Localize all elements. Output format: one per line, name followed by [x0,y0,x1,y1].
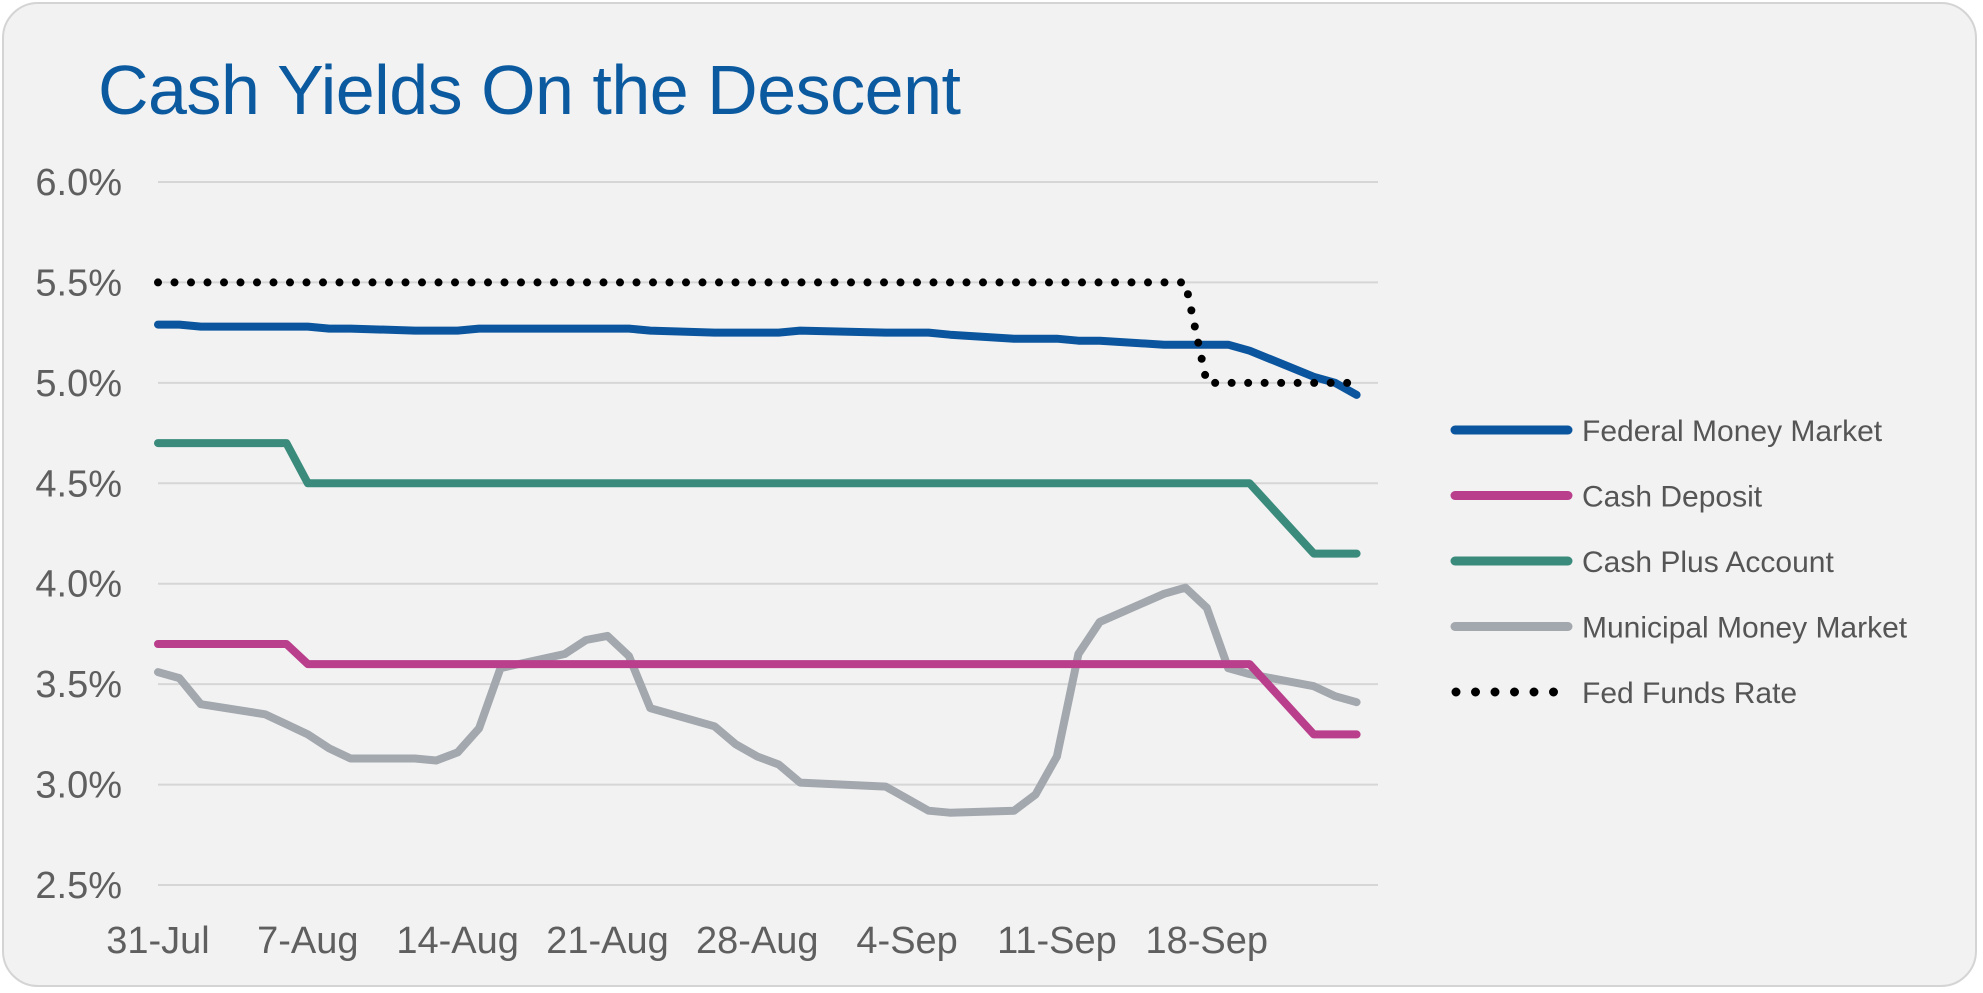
series-lines [154,278,1361,817]
x-tick-label: 18-Sep [1145,920,1268,962]
x-tick-label: 14-Aug [396,920,519,962]
legend-label-federal-money-market: Federal Money Market [1582,415,1883,448]
legend: Federal Money Market Cash Deposit Cash Plu… [1450,415,1908,710]
series-line-fed-funds-rate [154,278,1361,387]
y-tick-label: 4.5% [35,463,122,505]
series-line-municipal-money-market [154,583,1361,817]
legend-label-cash-deposit: Cash Deposit [1582,481,1763,514]
legend-label-fed-funds-rate: Fed Funds Rate [1582,677,1797,710]
series-line-federal-money-market [154,320,1361,399]
x-axis-ticks: 31-Jul 7-Aug 14-Aug 21-Aug 28-Aug 4-Sep 11-Sep… [106,920,1268,962]
y-tick-label: 6.0% [35,162,122,204]
x-tick-label: 28-Aug [696,920,819,962]
x-tick-label: 4-Sep [856,920,957,962]
x-tick-label: 31-Jul [106,920,210,962]
legend-label-municipal-money-market: Municipal Money Market [1582,612,1908,645]
legend-label-cash-plus-account: Cash Plus Account [1582,546,1834,579]
y-tick-label: 3.0% [35,765,122,807]
x-tick-label: 21-Aug [546,920,669,962]
y-tick-label: 5.0% [35,363,122,405]
series-line-cash-plus-account [154,439,1361,558]
chart-title: Cash Yields On the Descent [98,51,961,129]
y-tick-label: 3.5% [35,664,122,706]
y-tick-label: 2.5% [35,865,122,907]
y-tick-label: 4.0% [35,564,122,606]
series-line-cash-deposit [154,640,1361,739]
y-axis-ticks: 6.0% 5.5% 5.0% 4.5% 4.0% 3.5% 3.0% 2.5% [35,162,122,907]
x-tick-label: 7-Aug [257,920,358,962]
y-tick-label: 5.5% [35,262,122,304]
gridlines [158,181,1378,886]
x-tick-label: 11-Sep [997,920,1117,962]
